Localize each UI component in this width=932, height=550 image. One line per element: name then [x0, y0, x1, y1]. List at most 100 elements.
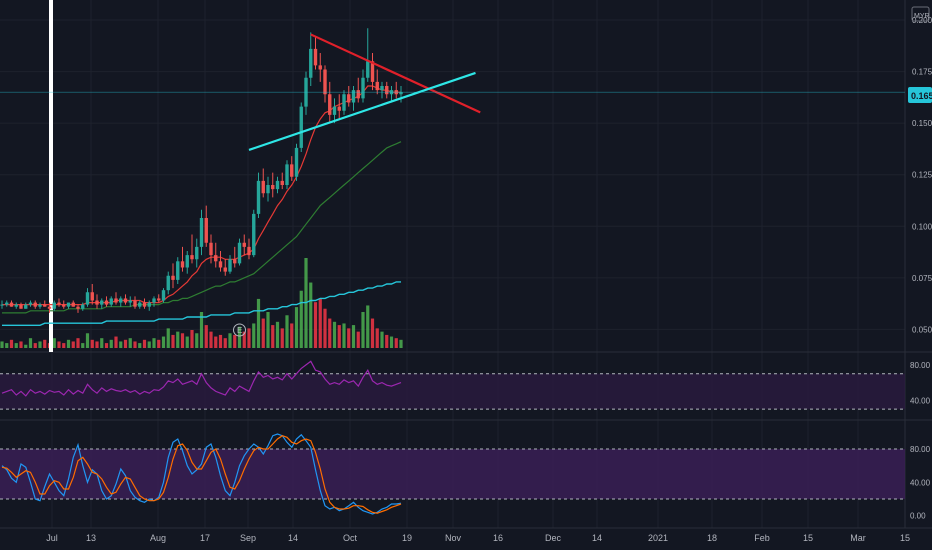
volume-bar [57, 341, 61, 348]
rsi-pane [0, 360, 905, 410]
candle-body [366, 61, 370, 78]
candle-body [57, 302, 61, 305]
candle-body [71, 302, 75, 307]
time-tick-label: Dec [545, 533, 562, 543]
volume-bar [275, 321, 280, 348]
volume-bar [247, 328, 251, 348]
candle-body [223, 267, 227, 272]
candle-body [38, 304, 42, 307]
candle-body [233, 259, 237, 264]
volume-bar [109, 339, 113, 348]
candle-body [294, 147, 299, 177]
stochastic-tick-label: 0.00 [910, 512, 926, 521]
volume-bar [399, 339, 403, 348]
volume-bar [71, 341, 75, 348]
candle-body [380, 86, 384, 91]
candle-body [228, 259, 232, 272]
volume-bar [313, 302, 318, 348]
candle-body [209, 242, 213, 256]
volume-bar [361, 312, 365, 348]
volume-bar [95, 341, 99, 348]
earnings-marker-label: E [237, 326, 242, 335]
rsi-line [1, 360, 402, 397]
volume-bar [33, 343, 37, 348]
time-tick-label: Sep [240, 533, 256, 543]
time-tick-label: Jul [46, 533, 58, 543]
volume-bar [199, 312, 204, 348]
volume-bar [195, 333, 199, 348]
candle-body [299, 106, 303, 148]
candle-body [214, 255, 218, 262]
trendline-lower [248, 71, 476, 151]
candle-body [347, 94, 351, 103]
volume-bar [62, 343, 66, 348]
volume-bar [38, 341, 42, 348]
volume-bar [256, 298, 261, 348]
candle-body [95, 300, 99, 305]
volume-bar [294, 307, 299, 348]
candle-body [81, 304, 85, 309]
volume-bar [337, 325, 341, 348]
candle-body [290, 164, 294, 177]
time-tick-label: 18 [707, 533, 717, 543]
candle-body [109, 298, 113, 305]
time-tick-label: 15 [900, 533, 910, 543]
candle-body [271, 185, 275, 190]
volume-bar [266, 312, 270, 348]
volume-bar [185, 336, 189, 348]
volume-bar [242, 331, 246, 348]
volume-bar [9, 339, 14, 348]
volume-bar [342, 323, 346, 348]
volume-bar [252, 323, 256, 348]
volume-bar [323, 308, 327, 348]
candle-body [104, 300, 109, 305]
volume-bar [356, 331, 360, 348]
candle-body [261, 180, 265, 194]
volume-bar [180, 333, 185, 348]
volume-bar [81, 343, 85, 348]
volume-bar [218, 334, 223, 348]
candle-body [318, 65, 322, 70]
stochastic-pane [0, 433, 905, 515]
time-tick-label: 15 [803, 533, 813, 543]
volume-bar [209, 331, 213, 348]
candle-body [356, 90, 360, 99]
candle-body [342, 94, 346, 111]
volume-bar [318, 298, 322, 348]
volume-bar [332, 321, 337, 348]
volume-bar [28, 338, 33, 348]
volume-bar [380, 331, 384, 348]
moving-average-slow [2, 281, 401, 326]
candle-body [0, 304, 4, 306]
volume-bar [204, 325, 208, 348]
volume-bar [237, 326, 242, 348]
currency-label: MYR [914, 13, 930, 20]
volume-bar [133, 341, 137, 348]
volume-bar [114, 336, 118, 348]
candle-body [309, 48, 313, 78]
volume-bar [100, 338, 104, 348]
candle-body [285, 164, 289, 185]
candle-body [185, 255, 189, 268]
candle-body [119, 298, 123, 303]
candle-body [195, 246, 199, 260]
candle-body [5, 302, 9, 305]
time-tick-label: 2021 [648, 533, 668, 543]
candle-body [147, 302, 151, 307]
volume-bar [328, 318, 332, 348]
candle-body [280, 180, 284, 185]
rsi-tick-label: 80.00 [910, 361, 931, 370]
currency-box [911, 6, 930, 22]
time-axis[interactable]: Jul 13 Aug 17 Sep 14 Oct 19 Nov 16 Dec 14 2021 18 Feb 1… [46, 533, 910, 543]
candle-body [361, 77, 365, 99]
candle-body [332, 106, 337, 115]
price-tick-label: 0.100 [912, 222, 932, 231]
vertical-marker-line [49, 0, 53, 352]
volume-bar [351, 325, 356, 348]
candle-body [33, 302, 37, 307]
volume-bar [271, 325, 275, 348]
volume-bar [214, 336, 218, 348]
volume-bar [52, 338, 56, 348]
rsi-tick-label: 40.00 [910, 396, 931, 405]
